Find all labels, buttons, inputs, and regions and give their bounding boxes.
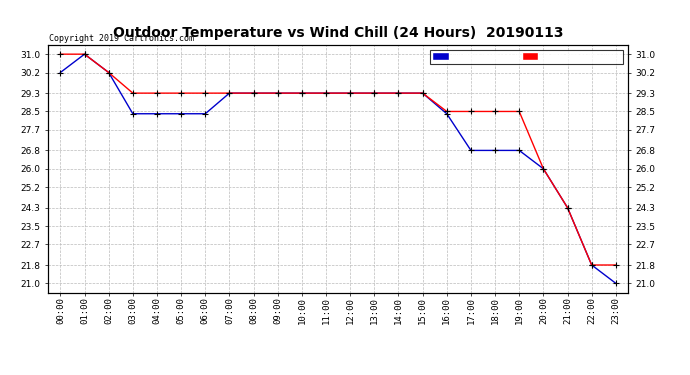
Legend: Wind Chill  (°F), Temperature  (°F): Wind Chill (°F), Temperature (°F)	[430, 50, 623, 64]
Text: Copyright 2019 Cartronics.com: Copyright 2019 Cartronics.com	[49, 33, 194, 42]
Title: Outdoor Temperature vs Wind Chill (24 Hours)  20190113: Outdoor Temperature vs Wind Chill (24 Ho…	[113, 26, 563, 40]
